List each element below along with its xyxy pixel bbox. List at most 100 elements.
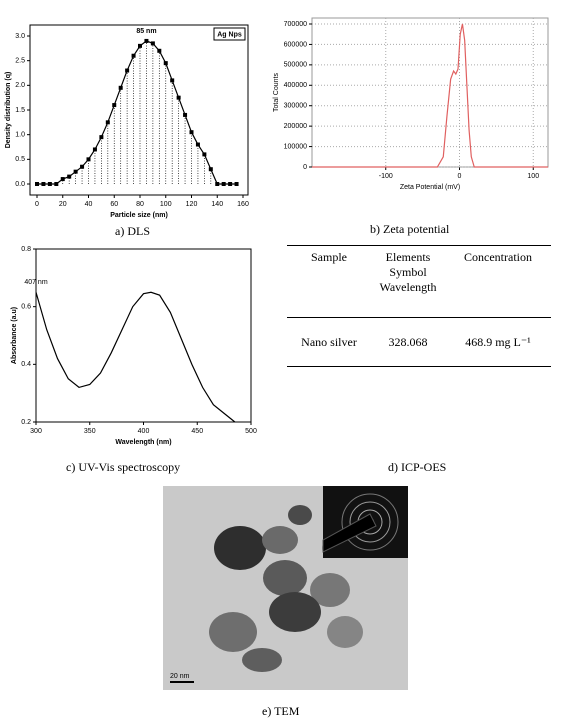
marker [234, 182, 239, 186]
annotation: 407 nm [24, 279, 48, 286]
y-axis-label: Absorbance (a.u) [11, 307, 18, 364]
y-tick-label: 400000 [284, 82, 307, 89]
x-tick-label: 140 [211, 201, 223, 208]
marker [228, 182, 233, 186]
x-axis-label: Wavelength (nm) [115, 439, 171, 446]
y-tick-label: 100000 [284, 143, 307, 150]
marker [99, 135, 104, 140]
y-tick-label: 0.6 [21, 304, 31, 311]
x-tick-label: 500 [245, 428, 257, 435]
marker [35, 182, 39, 186]
marker [105, 120, 110, 125]
table-header: Elements Symbol Wavelength [371, 245, 445, 318]
marker [67, 174, 72, 179]
table-cell: 468.9 mg L⁻¹ [445, 317, 551, 367]
x-tick-label: -100 [379, 173, 393, 180]
y-tick-label: 200000 [284, 123, 307, 130]
x-tick-label: 350 [84, 428, 96, 435]
marker [215, 182, 220, 186]
marker [54, 182, 59, 186]
legend-box [213, 27, 246, 41]
x-axis-label: Particle size (nm) [110, 212, 168, 219]
marker [150, 41, 155, 46]
icp-table: Sample Elements Symbol Wavelength Concen… [287, 245, 551, 367]
tem-image: 20 nm [163, 486, 408, 690]
marker [157, 48, 162, 53]
x-tick-label: 300 [30, 428, 42, 435]
x-tick-label: 160 [237, 201, 249, 208]
y-tick-label: 0.0 [15, 181, 25, 188]
marker [221, 182, 226, 186]
caption: e) TEM [262, 704, 300, 718]
marker [112, 103, 117, 108]
y-tick-label: 2.5 [15, 58, 25, 65]
y-tick-label: 0.4 [21, 361, 31, 368]
table-header: Sample [287, 245, 371, 318]
y-tick-label: 300000 [284, 103, 307, 110]
y-tick-label: 1.5 [15, 107, 25, 114]
marker [189, 130, 194, 135]
x-tick-label: 40 [85, 201, 93, 208]
x-tick-label: 100 [160, 201, 172, 208]
plot-frame [311, 17, 549, 168]
x-tick-label: 400 [138, 428, 150, 435]
y-tick-label: 500000 [284, 62, 307, 69]
scale-bar-label: 20 nm [170, 673, 190, 680]
y-tick-label: 600000 [284, 41, 307, 48]
y-tick-label: 0.2 [21, 419, 31, 426]
marker [125, 68, 130, 73]
x-tick-label: 60 [110, 201, 118, 208]
caption: c) UV-Vis spectroscopy [66, 460, 180, 474]
y-axis-label: Density distribution (q) [5, 72, 12, 149]
x-tick-label: 0 [458, 173, 462, 180]
marker [208, 167, 213, 172]
x-tick-label: 120 [186, 201, 198, 208]
table-header: Concentration [445, 245, 551, 318]
marker [73, 169, 78, 174]
plot-frame [29, 24, 249, 196]
data-line [312, 23, 548, 168]
y-axis-label: Total Counts [273, 73, 280, 112]
marker [86, 157, 91, 162]
x-tick-label: 100 [527, 173, 539, 180]
x-tick-label: 20 [59, 201, 67, 208]
marker [80, 164, 85, 169]
data-line [35, 291, 236, 423]
data-line [37, 40, 237, 185]
x-axis-label: Zeta Potential (mV) [400, 184, 460, 191]
marker [183, 112, 188, 117]
marker [41, 182, 46, 186]
y-tick-label: 0.8 [21, 246, 31, 253]
y-tick-label: 1.0 [15, 132, 25, 139]
y-tick-label: 0 [303, 164, 307, 171]
marker [163, 61, 168, 66]
marker [60, 177, 65, 182]
marker [144, 38, 149, 43]
marker [170, 78, 175, 83]
marker [138, 43, 142, 48]
marker [118, 85, 123, 90]
annotation: 85 nm [136, 28, 156, 35]
caption: b) Zeta potential [370, 222, 450, 236]
y-tick-label: 3.0 [15, 33, 25, 40]
y-tick-label: 700000 [284, 21, 307, 28]
marker [47, 182, 52, 186]
caption: d) ICP-OES [388, 460, 446, 474]
caption: a) DLS [115, 224, 150, 238]
x-tick-label: 0 [35, 201, 39, 208]
marker [176, 95, 181, 100]
y-tick-label: 0.5 [15, 156, 25, 163]
marker [195, 142, 200, 147]
y-tick-label: 2.0 [15, 82, 25, 89]
legend-label: Ag Nps [217, 31, 242, 38]
marker [131, 53, 136, 58]
x-tick-label: 80 [136, 201, 144, 208]
marker [92, 147, 97, 152]
marker [202, 152, 207, 157]
x-tick-label: 450 [191, 428, 203, 435]
plot-frame [35, 248, 252, 423]
table-cell: Nano silver [287, 317, 371, 367]
table-cell: 328.068 [371, 317, 445, 367]
